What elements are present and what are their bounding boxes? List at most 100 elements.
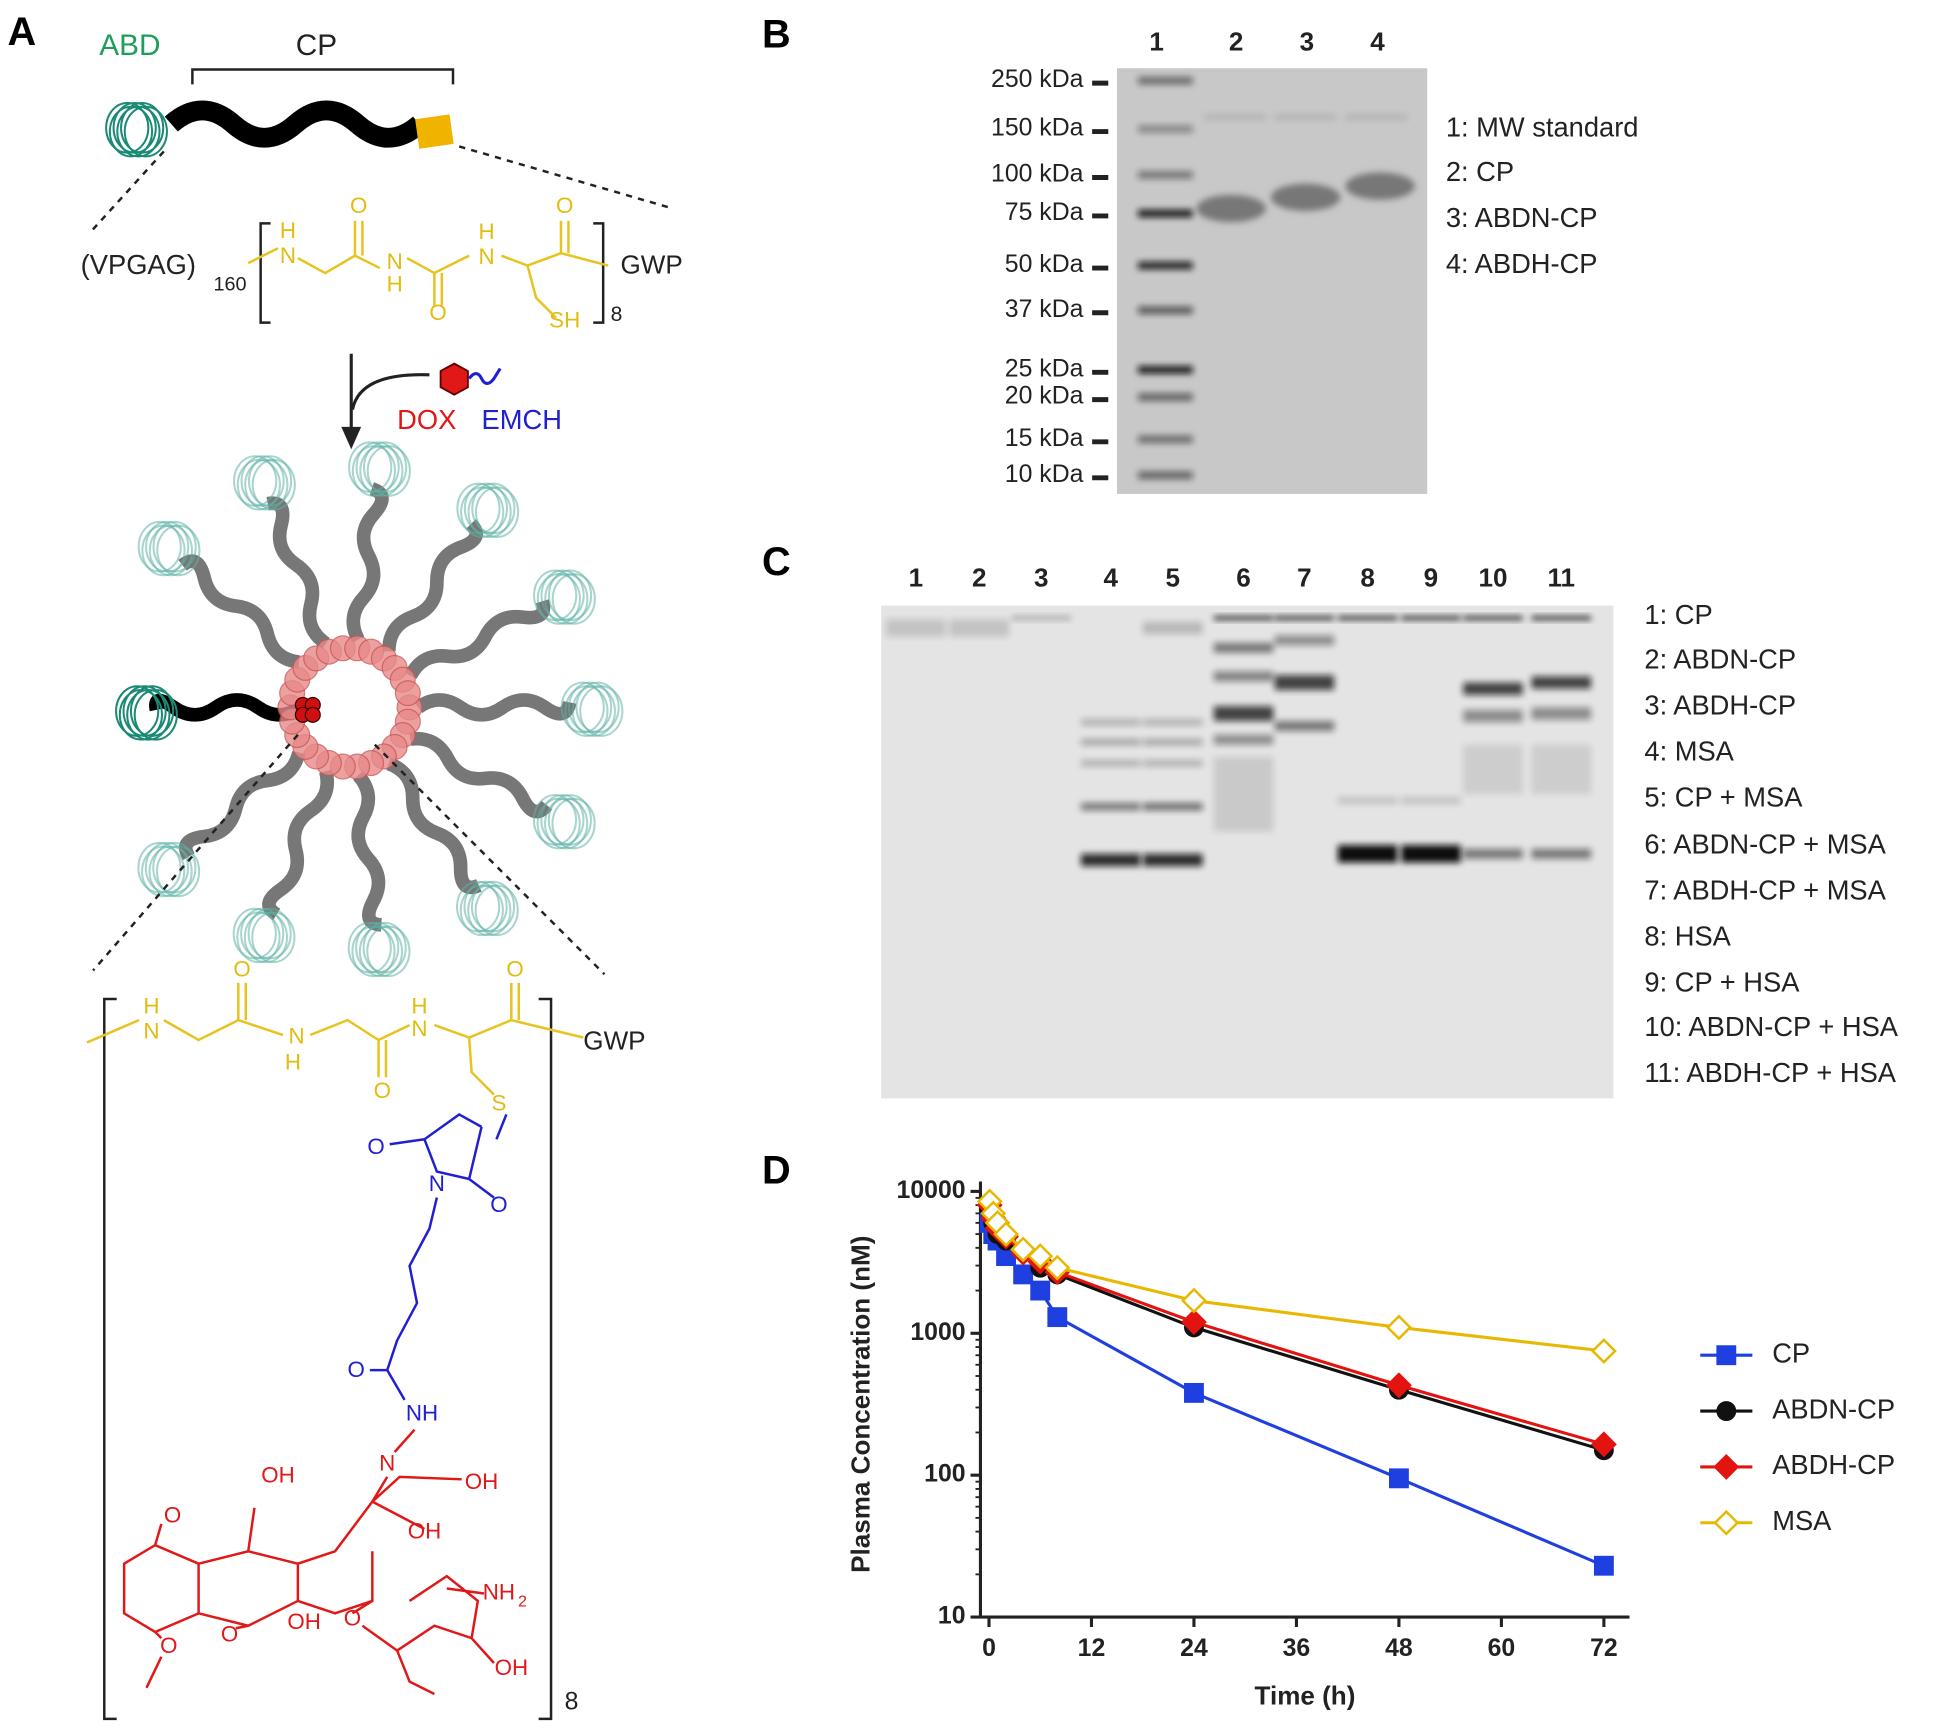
ladder-band — [1138, 306, 1193, 314]
atom: N — [478, 244, 494, 269]
band — [1463, 709, 1523, 723]
lane-number: 1 — [1149, 26, 1164, 56]
marker — [1590, 1431, 1617, 1458]
atom: O — [164, 1502, 181, 1527]
band — [886, 619, 946, 637]
legend-text: 7: ABDH-CP + MSA — [1644, 875, 1886, 906]
atom: H — [143, 994, 159, 1019]
marker — [1027, 1243, 1054, 1270]
marker — [1593, 1555, 1614, 1576]
atom: N — [143, 1018, 159, 1043]
ladder-label: 150 kDa — [991, 115, 1084, 142]
legend-marker — [1716, 1401, 1737, 1421]
atom: NH — [406, 1401, 438, 1426]
dotted — [88, 150, 165, 235]
band — [1143, 719, 1203, 726]
lane-number: 2 — [1229, 26, 1244, 56]
arm-chain — [346, 482, 389, 643]
marker — [1044, 1254, 1071, 1281]
band — [1401, 796, 1461, 805]
band — [1274, 616, 1335, 620]
ladder-band — [1138, 76, 1193, 85]
arrow-branch — [350, 373, 430, 410]
ladder-band — [1138, 261, 1193, 270]
linker — [369, 1112, 508, 1401]
marker — [993, 1221, 1019, 1248]
arm — [178, 554, 301, 669]
band — [1143, 853, 1203, 867]
band — [1274, 635, 1335, 646]
atom: H — [280, 218, 296, 243]
helix-icon — [547, 569, 593, 622]
ladder-label: 20 kDa — [1005, 383, 1084, 410]
atom: N — [429, 1171, 445, 1196]
atom: OH — [261, 1463, 294, 1488]
arm-chain — [262, 769, 335, 921]
legend-text: 3: ABDH-CP — [1644, 690, 1796, 721]
x-tick-label: 0 — [982, 1635, 996, 1662]
helix-icon — [155, 845, 201, 898]
legend-text: 2: CP — [1446, 156, 1514, 187]
band — [1463, 848, 1523, 859]
atom: OH — [465, 1469, 499, 1494]
cys-tail — [415, 114, 454, 149]
gel-bands — [1138, 76, 1415, 480]
band — [1270, 183, 1341, 211]
band — [1531, 848, 1592, 859]
abd-label: ABD — [99, 29, 160, 62]
ladder-band — [1138, 435, 1193, 444]
band — [1143, 621, 1203, 635]
band-faint — [1203, 114, 1266, 121]
y-tick-label: 1000 — [910, 1319, 965, 1346]
series-line — [988, 1200, 1605, 1353]
band — [1337, 616, 1398, 620]
repeat: (VPGAG) — [81, 249, 196, 280]
ladder-label: 75 kDa — [1005, 199, 1084, 226]
ladder-band — [1138, 209, 1193, 218]
emch-icon — [467, 367, 502, 386]
band-faint — [1345, 114, 1408, 121]
helix-icon — [467, 884, 512, 937]
panel-letter: A — [7, 10, 36, 54]
conjugate-bracket — [103, 997, 553, 1721]
legend-text: 6: ABDN-CP + MSA — [1644, 829, 1886, 860]
bracket-count: 8 — [611, 303, 623, 326]
arrowhead — [341, 426, 362, 450]
arm — [262, 769, 335, 921]
band — [1463, 616, 1523, 620]
arm-chain — [409, 731, 553, 819]
helix-icon — [148, 524, 193, 577]
helix-icon — [551, 797, 596, 850]
band — [1531, 676, 1592, 689]
panel-letter: D — [762, 1148, 791, 1192]
helix-icon — [362, 441, 408, 494]
band — [1213, 642, 1274, 653]
helix-icon — [544, 573, 589, 625]
lane-number: 10 — [1479, 562, 1508, 592]
marker — [1388, 1468, 1409, 1489]
helix-icon — [551, 573, 596, 625]
legend-text: 4: ABDH-CP — [1446, 248, 1598, 279]
band — [1213, 671, 1274, 682]
legend-text: 3: ABDN-CP — [1446, 202, 1598, 233]
atom: O — [160, 1633, 177, 1658]
helix-icon — [156, 524, 201, 577]
arm — [414, 693, 577, 722]
helix-icon — [366, 445, 411, 497]
band — [1345, 172, 1415, 200]
helix-icon — [148, 845, 193, 898]
arm — [346, 482, 389, 643]
legend-marker — [1713, 1509, 1740, 1536]
legend-text: 2: ABDN-CP — [1644, 644, 1796, 675]
band — [1531, 616, 1592, 620]
legend-text: CP — [1772, 1337, 1810, 1368]
ladder-band — [1138, 171, 1193, 179]
legend-text: ABDN-CP — [1772, 1393, 1895, 1424]
helix-icon — [133, 689, 178, 741]
helix-icon — [579, 685, 624, 737]
lane-number: 4 — [1370, 26, 1385, 56]
lane-number: 5 — [1166, 562, 1181, 592]
helix-icon — [467, 486, 512, 538]
atom: O — [506, 956, 523, 981]
atom: H — [387, 271, 403, 296]
